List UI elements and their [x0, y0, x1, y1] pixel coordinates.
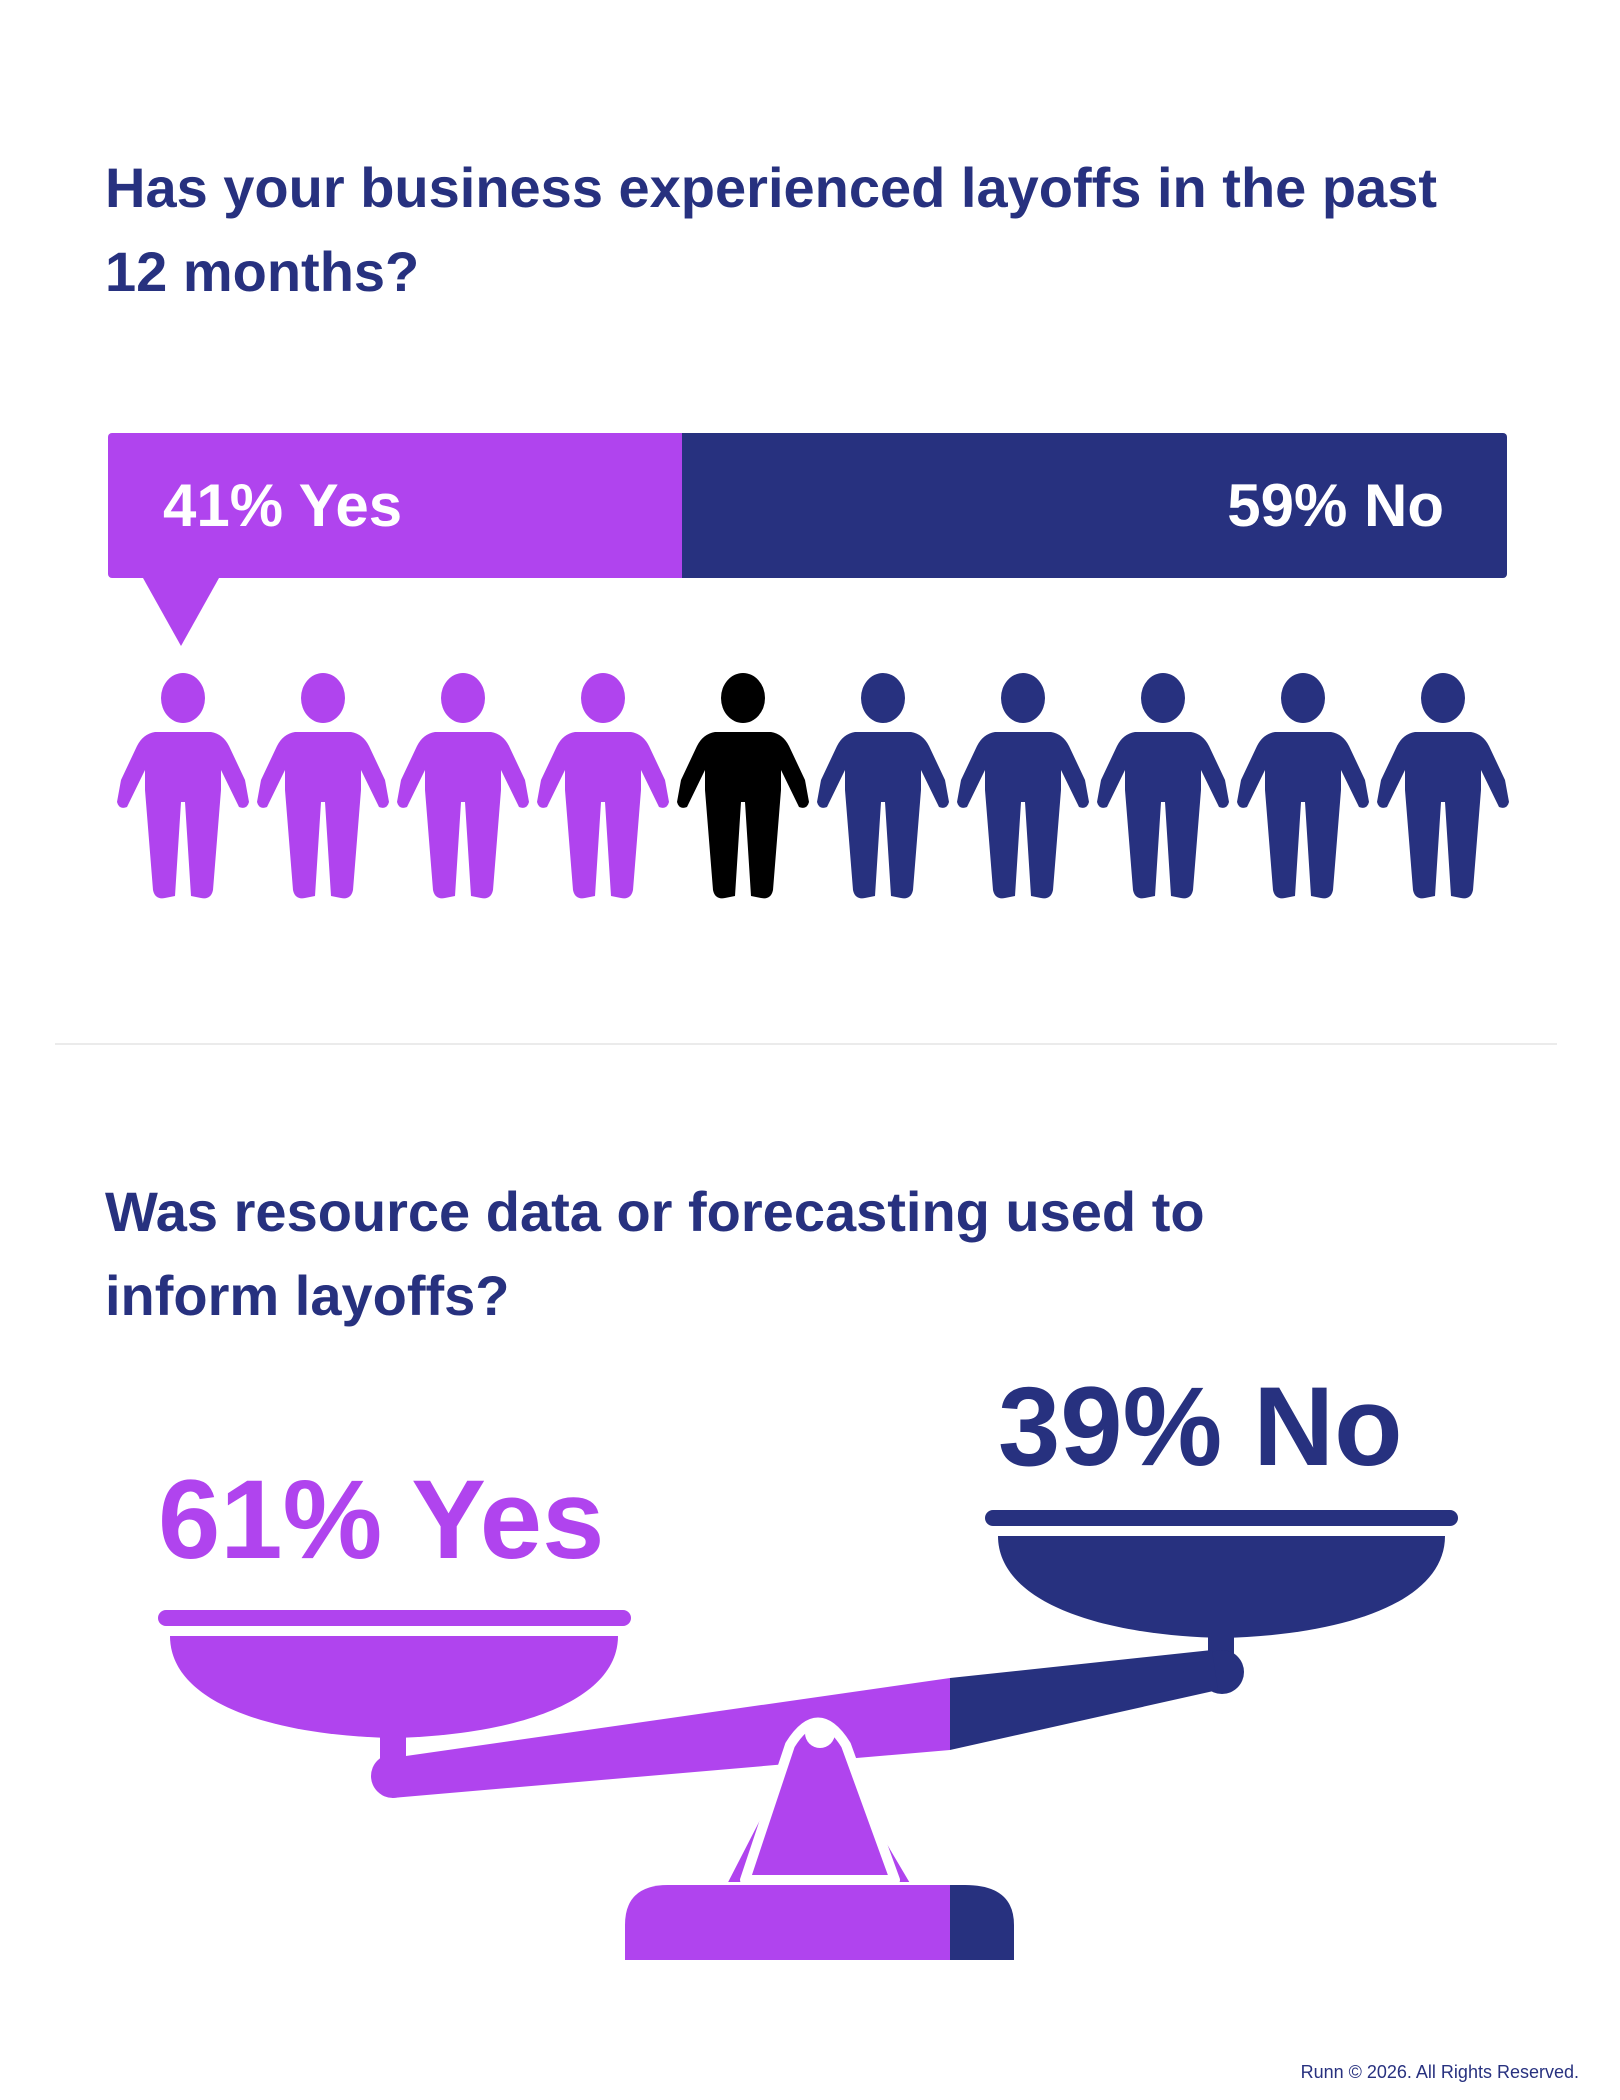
person-icon: [817, 673, 949, 899]
person-icon: [117, 673, 249, 899]
scale-beam-no-part: [950, 1650, 1218, 1750]
callout-pointer-icon: [143, 578, 219, 646]
person-body: [117, 732, 249, 899]
person-icon: [397, 673, 529, 899]
person-head: [721, 673, 765, 723]
person-body: [817, 732, 949, 899]
scale-yes-pan-rim: [158, 1610, 631, 1626]
person-body: [1377, 732, 1509, 899]
scale-label-no: 39% No: [998, 1364, 1403, 1489]
person-head: [861, 673, 905, 723]
section-divider: [55, 1043, 1557, 1045]
person-icon: [957, 673, 1089, 899]
scale-no-pan-bowl: [998, 1536, 1445, 1638]
person-body: [257, 732, 389, 899]
scale-base-yes: [625, 1885, 950, 1960]
bar-label-yes: 41% Yes: [163, 472, 403, 539]
person-body: [957, 732, 1089, 899]
person-head: [301, 673, 345, 723]
person-head: [1281, 673, 1325, 723]
person-head: [1141, 673, 1185, 723]
person-head: [161, 673, 205, 723]
scale-beam-yes-part: [392, 1678, 950, 1798]
person-head: [1001, 673, 1045, 723]
person-icon: [537, 673, 669, 899]
person-body: [1237, 732, 1369, 899]
person-icon: [1377, 673, 1509, 899]
bar-label-no: 59% No: [1227, 472, 1444, 539]
person-body: [677, 732, 809, 899]
person-body: [537, 732, 669, 899]
question-2-title: Was resource data or forecasting used to…: [105, 1180, 1205, 1327]
person-head: [441, 673, 485, 723]
bar-segment-yes: 41% Yes: [108, 433, 682, 578]
person-body: [1097, 732, 1229, 899]
person-icon: [257, 673, 389, 899]
scale-yes-pan-hinge: [371, 1754, 415, 1798]
balance-scale-icon: [158, 1510, 1458, 1960]
scale-yes-pan-bowl: [170, 1636, 618, 1738]
question-1-title: Has your business experienced layoffs in…: [105, 156, 1437, 303]
person-head: [1421, 673, 1465, 723]
person-head: [581, 673, 625, 723]
person-icon: [677, 673, 809, 899]
scale-base-no: [950, 1885, 1014, 1960]
scale-label-yes: 61% Yes: [158, 1457, 605, 1582]
scale-no-pan-rim: [985, 1510, 1458, 1526]
footer-copyright: Runn © 2026. All Rights Reserved.: [1300, 2062, 1579, 2082]
person-icon: [1097, 673, 1229, 899]
bar-segment-no: 59% No: [681, 433, 1507, 578]
people-pictogram: [117, 673, 1509, 899]
person-body: [397, 732, 529, 899]
person-icon: [1237, 673, 1369, 899]
scale-pivot: [805, 1718, 835, 1748]
